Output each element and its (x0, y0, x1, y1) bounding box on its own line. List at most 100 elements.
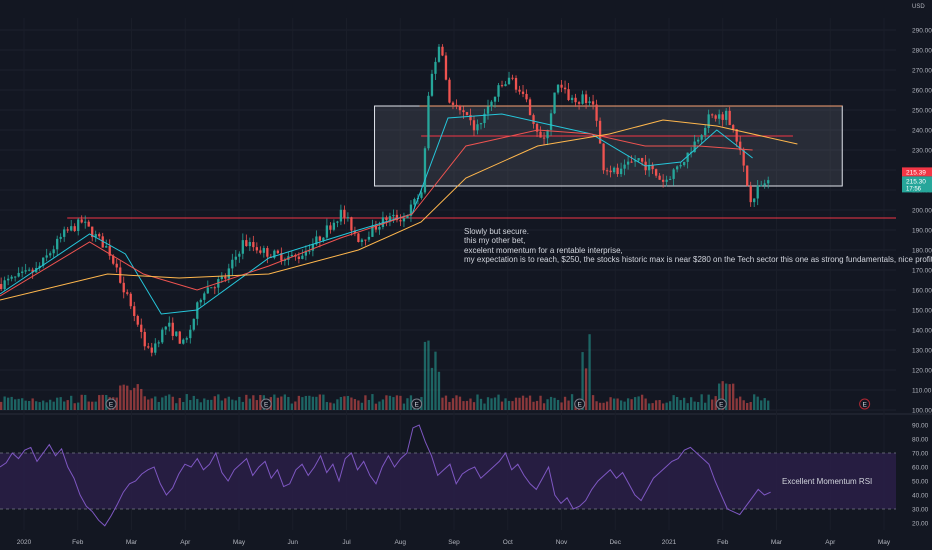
candle-body (98, 234, 101, 237)
volume-bar (728, 384, 731, 410)
volume-bar (528, 395, 532, 410)
price-tick-label: 160.00 (912, 288, 932, 295)
volume-bar (619, 400, 623, 410)
candle-body (213, 287, 216, 289)
rsi-annotation: Excellent Momentum RSI (782, 477, 873, 486)
volume-bar (497, 394, 500, 410)
volume-bar (273, 394, 276, 410)
candle-body (105, 246, 108, 248)
candle-body (560, 84, 563, 88)
volume-bar (693, 401, 696, 410)
price-tick-label: 150.00 (912, 308, 932, 315)
candle-body (661, 179, 665, 182)
candle-body (626, 161, 630, 165)
candle-body (133, 306, 136, 316)
candle-body (3, 280, 6, 289)
volume-bar (602, 402, 605, 410)
candle-body (7, 278, 10, 281)
volume-bar (353, 399, 357, 410)
volume-bar (364, 395, 367, 410)
candle-body (28, 269, 31, 271)
volume-bar (598, 402, 602, 410)
candle-body (518, 89, 521, 92)
volume-bar (616, 398, 619, 410)
candle-body (185, 338, 188, 340)
price-label: 215.39 (906, 169, 926, 176)
volume-bar (35, 401, 38, 410)
volume-bar (304, 395, 308, 410)
candle-body (59, 236, 62, 239)
candle-body (493, 96, 497, 102)
volume-bar (753, 394, 756, 410)
candle-body (192, 318, 195, 330)
price-label-bg (902, 167, 932, 177)
candle-body (322, 237, 325, 241)
volume-bar (315, 396, 318, 410)
candle-body (311, 244, 315, 251)
candle-body (514, 78, 518, 90)
candle-body (574, 97, 577, 103)
candle-body (108, 246, 111, 256)
candle-body (693, 141, 696, 153)
candle-body (423, 148, 427, 193)
candle-body (136, 315, 139, 325)
volume-bar (539, 395, 542, 410)
volume-bar (203, 398, 206, 410)
time-tick-label: May (233, 539, 246, 546)
volume-bar (28, 401, 31, 410)
volume-bar (308, 395, 311, 410)
volume-bar (77, 402, 80, 410)
volume-bar (276, 397, 280, 410)
volume-bar (241, 401, 244, 410)
volume-bar (493, 397, 497, 410)
volume-bar (63, 401, 66, 410)
candle-body (315, 236, 318, 245)
volume-bar (175, 403, 178, 410)
volume-bar (115, 397, 118, 410)
volume-bar (430, 367, 434, 410)
candle-body (318, 236, 322, 241)
price-tick-label: 230.00 (912, 148, 932, 155)
volume-bar (94, 401, 97, 410)
volume-bar (490, 398, 493, 410)
candle-body (749, 185, 752, 203)
candle-body (402, 218, 406, 222)
time-tick-label: May (878, 539, 891, 546)
volume-bar (763, 398, 766, 410)
candle-body (343, 209, 346, 218)
candle-body (591, 101, 595, 105)
time-tick-label: Mar (771, 539, 783, 546)
candle-body (126, 292, 129, 294)
candle-body (276, 250, 280, 254)
time-tick-label: Sep (448, 539, 460, 546)
earnings-marker (715, 398, 727, 410)
volume-bar (287, 396, 290, 410)
candle-body (686, 152, 689, 162)
volume-bar (633, 397, 637, 410)
volume-bar (486, 397, 490, 410)
volume-bar (238, 396, 241, 410)
candle-body (80, 219, 83, 223)
volume-bar (556, 399, 560, 410)
rsi-line (0, 424, 771, 527)
rsi-tick-label: 70.00 (912, 451, 929, 458)
candle-body (760, 185, 763, 187)
volume-bar (322, 394, 325, 410)
candle-body (767, 180, 770, 184)
volume-bar (42, 400, 45, 410)
volume-bar (455, 395, 458, 410)
volume-bar (437, 371, 441, 410)
candle-body (707, 114, 710, 128)
volume-bar (360, 402, 364, 410)
volume-bar (441, 397, 444, 410)
candle-body (290, 254, 294, 257)
volume-bar (220, 400, 223, 410)
candle-body (154, 343, 157, 353)
volume-bar (178, 397, 181, 410)
range-box (374, 105, 843, 187)
volume-bar (329, 402, 332, 410)
rsi-tick-label: 30.00 (912, 507, 929, 514)
candle-body (532, 115, 535, 124)
volume-bar (10, 396, 13, 410)
volume-bar (434, 351, 437, 410)
